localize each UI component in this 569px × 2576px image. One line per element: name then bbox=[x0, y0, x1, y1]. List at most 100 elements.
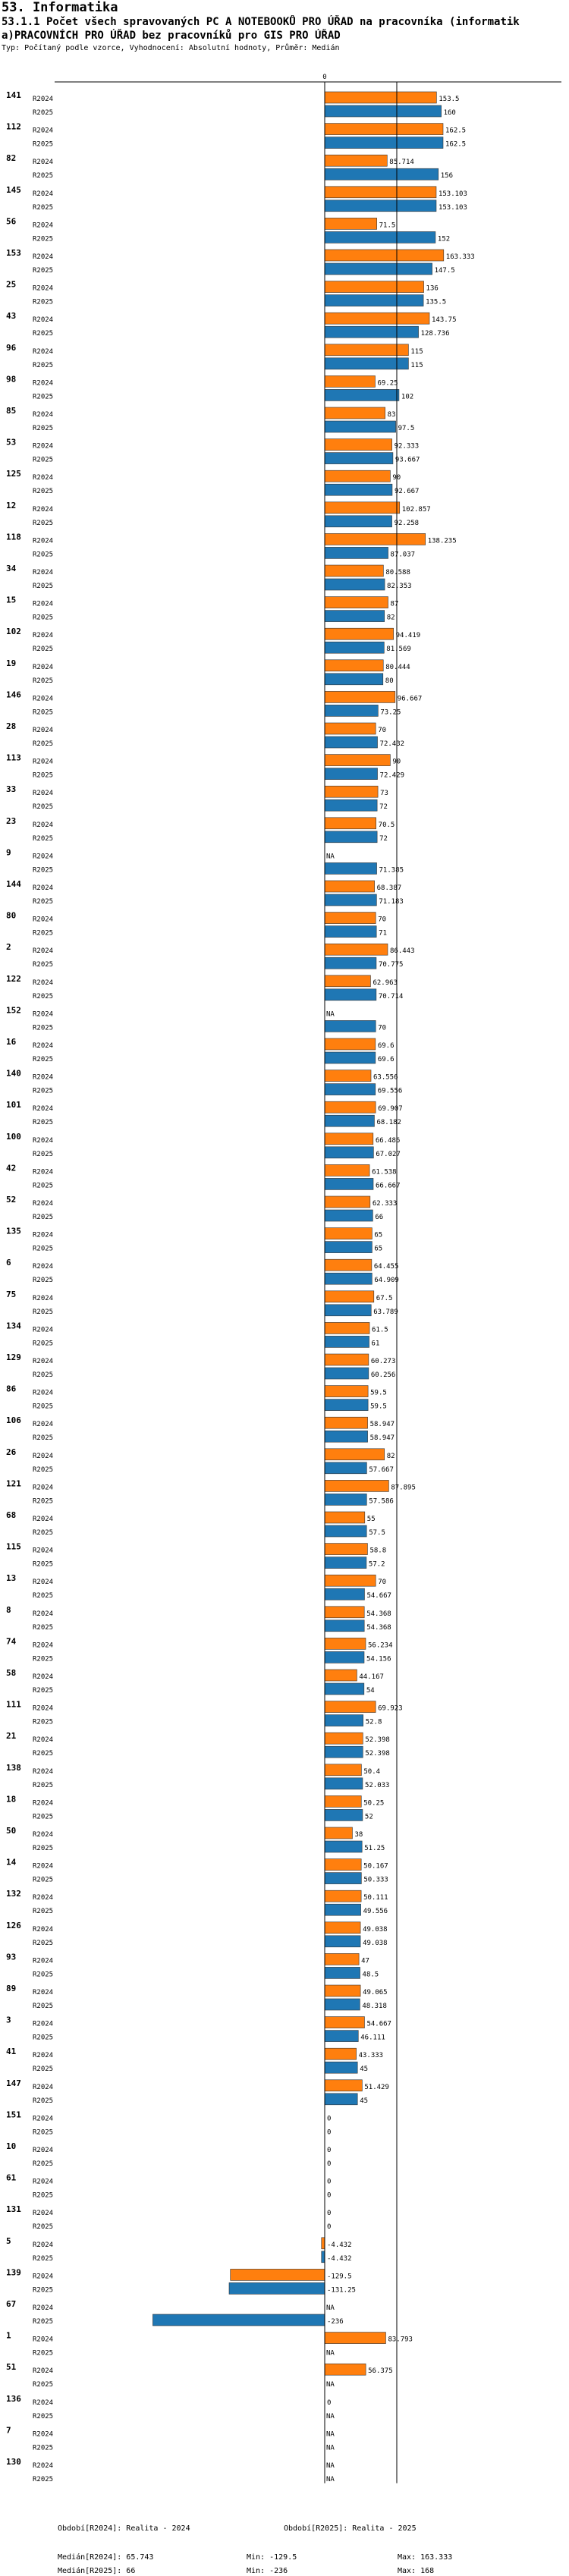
value-label-r2025: 87.037 bbox=[391, 551, 416, 558]
value-label-na: NA bbox=[326, 2304, 335, 2312]
value-label-r2025: 52.398 bbox=[365, 1750, 390, 1758]
row-id-label: 43 bbox=[6, 311, 16, 321]
series-label-r2025: R2025 bbox=[33, 2034, 53, 2042]
bar-r2024 bbox=[324, 1038, 376, 1051]
series-label-r2024: R2024 bbox=[33, 253, 53, 261]
row-id-label: 93 bbox=[6, 1952, 16, 1962]
bar-r2024 bbox=[324, 2079, 363, 2092]
bar-r2025 bbox=[324, 452, 394, 464]
bar-r2025 bbox=[324, 925, 377, 938]
series-label-r2024: R2024 bbox=[33, 1453, 53, 1460]
value-label-r2024: 102.857 bbox=[402, 506, 431, 514]
footer-median-2024: Medián[R2024]: 65.743 bbox=[58, 2553, 154, 2562]
bar-r2024 bbox=[324, 1543, 368, 1555]
bar-r2024 bbox=[324, 2016, 365, 2028]
series-label-r2025: R2025 bbox=[33, 646, 53, 653]
bar-r2025 bbox=[324, 1051, 376, 1064]
row-id-label: 98 bbox=[6, 374, 16, 384]
row-id-label: 145 bbox=[6, 185, 21, 195]
bar-r2024 bbox=[324, 1827, 353, 1839]
series-label-r2024: R2024 bbox=[33, 1894, 53, 1902]
series-label-r2025: R2025 bbox=[33, 1308, 53, 1316]
series-label-r2025: R2025 bbox=[33, 330, 53, 338]
series-label-r2025: R2025 bbox=[33, 1151, 53, 1158]
bar-r2025 bbox=[324, 1840, 363, 1853]
series-label-r2024: R2024 bbox=[33, 2462, 53, 2470]
bar-r2025 bbox=[324, 1525, 367, 1538]
value-label-r2024: 50.25 bbox=[363, 1799, 384, 1807]
series-label-r2024: R2024 bbox=[33, 1105, 53, 1113]
value-label-r2025: 153.103 bbox=[439, 204, 467, 212]
value-label-r2024: 82 bbox=[387, 1453, 395, 1460]
bar-r2024 bbox=[324, 912, 376, 924]
bar-r2024 bbox=[324, 1258, 373, 1271]
value-label-r2025: 69.556 bbox=[378, 1088, 403, 1095]
series-label-r2024: R2024 bbox=[33, 2304, 53, 2312]
series-label-r2024: R2024 bbox=[33, 348, 53, 356]
bar-r2024 bbox=[324, 1795, 362, 1808]
series-label-r2025: R2025 bbox=[33, 740, 53, 748]
value-label-r2024: 94.419 bbox=[396, 632, 421, 639]
value-label-r2025: 69.6 bbox=[378, 1056, 395, 1063]
value-label-r2024: 0 bbox=[327, 2179, 331, 2186]
value-label-r2024: 0 bbox=[327, 2210, 331, 2217]
row-id-label: 101 bbox=[6, 1100, 21, 1110]
value-label-na: NA bbox=[326, 2444, 335, 2452]
row-id-label: 2 bbox=[6, 942, 11, 952]
bar-r2024 bbox=[324, 943, 388, 956]
series-label-r2024: R2024 bbox=[33, 379, 53, 387]
bar-r2024 bbox=[324, 596, 388, 608]
bar-r2025 bbox=[324, 1777, 363, 1790]
value-label-r2024: 38 bbox=[354, 1831, 363, 1839]
series-label-r2024: R2024 bbox=[33, 695, 53, 702]
row-id-label: 139 bbox=[6, 2267, 21, 2277]
series-label-r2025: R2025 bbox=[33, 2413, 53, 2420]
value-label-r2025: 82 bbox=[387, 614, 395, 622]
value-label-r2025: -4.432 bbox=[327, 2255, 352, 2263]
series-label-r2024: R2024 bbox=[33, 1263, 53, 1271]
series-label-r2025: R2025 bbox=[33, 362, 53, 369]
row-id-label: 152 bbox=[6, 1005, 21, 1015]
bar-r2025 bbox=[324, 231, 436, 243]
bar-r2025 bbox=[324, 1304, 372, 1317]
bar-r2024 bbox=[321, 2237, 325, 2250]
series-label-r2025: R2025 bbox=[33, 708, 53, 716]
bar-r2025 bbox=[324, 705, 379, 717]
value-label-r2024: 70 bbox=[378, 727, 386, 734]
series-label-r2025: R2025 bbox=[33, 2381, 53, 2389]
series-label-r2025: R2025 bbox=[33, 1908, 53, 1915]
value-label-r2024: 49.038 bbox=[363, 1926, 388, 1934]
series-label-r2025: R2025 bbox=[33, 1971, 53, 1978]
bar-r2025 bbox=[324, 1619, 365, 1632]
series-label-r2025: R2025 bbox=[33, 930, 53, 938]
series-label-r2025: R2025 bbox=[33, 1940, 53, 1947]
bar-r2024 bbox=[324, 785, 379, 798]
series-label-r2024: R2024 bbox=[33, 2273, 53, 2280]
series-label-r2024: R2024 bbox=[33, 1641, 53, 1649]
footer-min-2025: Min: -236 bbox=[247, 2567, 288, 2575]
series-label-r2024: R2024 bbox=[33, 1074, 53, 1082]
series-label-r2024: R2024 bbox=[33, 853, 53, 860]
bar-r2024 bbox=[324, 1732, 363, 1745]
value-label-na: NA bbox=[326, 2381, 335, 2389]
series-label-r2025: R2025 bbox=[33, 1088, 53, 1095]
series-label-r2024: R2024 bbox=[33, 569, 53, 576]
row-id-label: 19 bbox=[6, 658, 16, 668]
row-id-label: 21 bbox=[6, 1731, 17, 1741]
series-label-r2025: R2025 bbox=[33, 1624, 53, 1632]
bar-r2024 bbox=[324, 627, 394, 640]
bar-r2025 bbox=[324, 957, 377, 969]
row-id-label: 52 bbox=[6, 1195, 16, 1205]
chart-type-line: Typ: Počítaný podle vzorce, Vyhodnocení:… bbox=[2, 44, 340, 52]
value-label-r2025: 60.256 bbox=[371, 1371, 396, 1379]
row-id-label: 10 bbox=[6, 2141, 16, 2151]
value-label-r2024: 52.398 bbox=[365, 1736, 390, 1744]
row-id-label: 118 bbox=[6, 532, 21, 542]
bar-r2025 bbox=[324, 389, 400, 401]
row-id-label: 12 bbox=[6, 501, 16, 510]
value-label-r2024: 96.667 bbox=[398, 695, 423, 702]
series-label-r2025: R2025 bbox=[33, 835, 53, 843]
row-id-label: 9 bbox=[6, 847, 11, 857]
bar-r2024 bbox=[324, 1669, 357, 1682]
